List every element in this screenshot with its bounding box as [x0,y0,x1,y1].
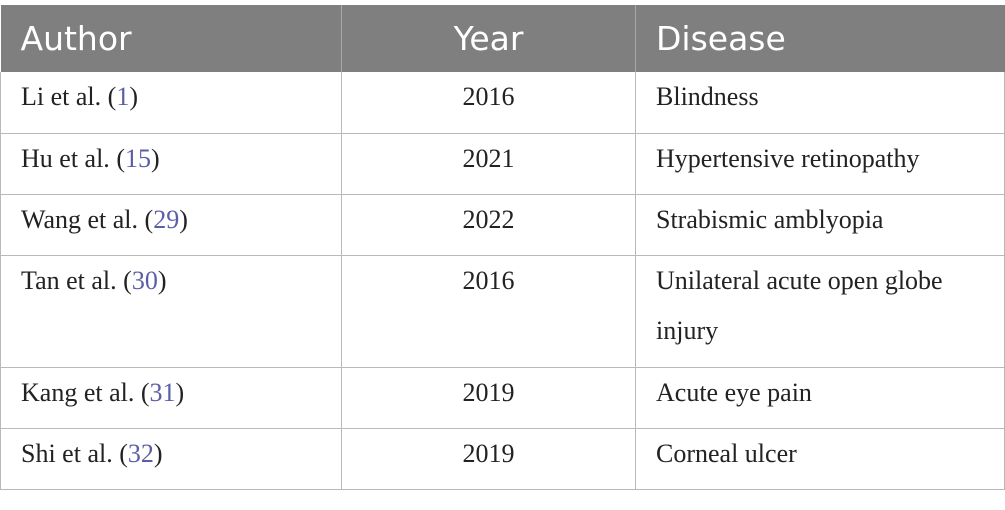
table-body: Li et al. (1) 2016 Blindness Hu et al. (… [0,72,1005,490]
year-cell: 2019 [341,367,636,429]
author-name: Kang et al. [21,377,135,407]
author-cell: Tan et al. (30) [0,255,342,368]
reference-table: Author Year Disease Li et al. (1) 2016 B… [0,5,1005,490]
table-row: Tan et al. (30) 2016 Unilateral acute op… [0,255,1005,368]
author-name: Hu et al. [21,143,110,173]
author-cell: Kang et al. (31) [0,367,342,429]
disease-cell: Corneal ulcer [635,428,1005,490]
table-row: Shi et al. (32) 2019 Corneal ulcer [0,428,1005,490]
author-name: Tan et al. [21,265,117,295]
year-cell: 2022 [341,194,636,256]
year-cell: 2019 [341,428,636,490]
author-name: Li et al. [21,82,102,111]
year-cell: 2021 [341,133,636,195]
table-row: Wang et al. (29) 2022 Strabismic amblyop… [0,194,1005,256]
disease-cell: Blindness [635,72,1005,134]
author-cell: Li et al. (1) [0,72,342,134]
author-cell: Hu et al. (15) [0,133,342,195]
table-row: Li et al. (1) 2016 Blindness [0,72,1005,134]
reference-link[interactable]: 29 [153,204,180,234]
table-row: Hu et al. (15) 2021 Hypertensive retinop… [0,133,1005,195]
header-year: Year [341,5,636,72]
disease-cell: Acute eye pain [635,367,1005,429]
disease-cell: Hypertensive retinopathy [635,133,1005,195]
disease-cell: Strabismic amblyopia [635,194,1005,256]
reference-link[interactable]: 30 [131,265,158,295]
header-row: Author Year Disease [0,5,1005,72]
table-row: Kang et al. (31) 2019 Acute eye pain [0,367,1005,429]
reference-link[interactable]: 32 [127,438,154,468]
reference-link[interactable]: 1 [116,82,130,111]
reference-link[interactable]: 31 [149,377,176,407]
author-name: Wang et al. [21,204,139,234]
author-cell: Shi et al. (32) [0,428,342,490]
author-cell: Wang et al. (29) [0,194,342,256]
year-cell: 2016 [341,255,636,368]
year-cell: 2016 [341,72,636,134]
disease-cell: Unilateral acute open globe injury [635,255,1005,368]
reference-link[interactable]: 15 [124,143,151,173]
author-name: Shi et al. [21,438,113,468]
table-header: Author Year Disease [0,5,1005,72]
header-author: Author [0,5,342,72]
header-disease: Disease [635,5,1005,72]
